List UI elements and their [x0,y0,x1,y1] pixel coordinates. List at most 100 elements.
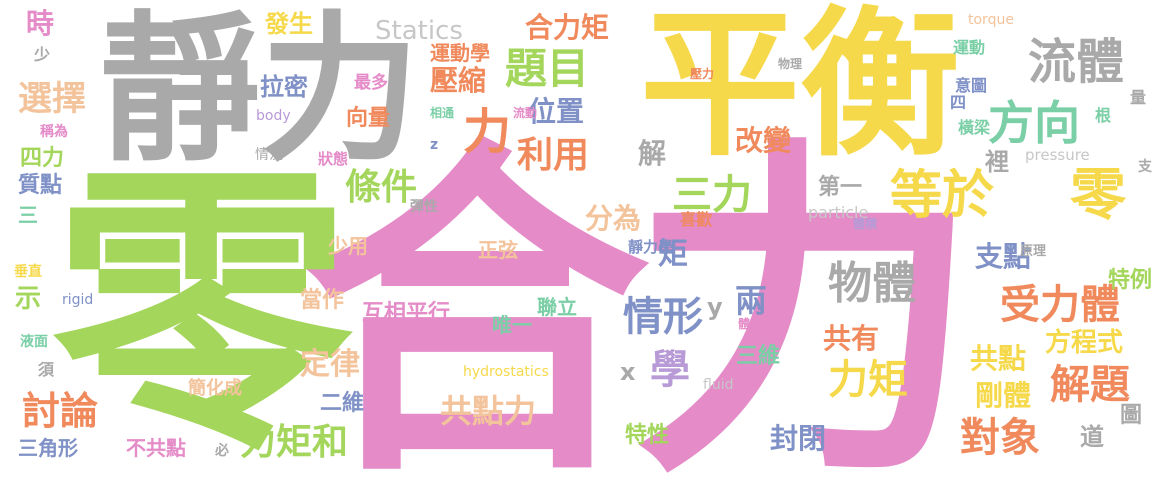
word: 利用 [517,135,590,176]
word: 當作 [300,288,345,313]
word: 根 [1095,106,1112,125]
word: 討論 [22,389,99,433]
word: particle [808,203,869,222]
word: 四 [950,93,967,112]
word: 情況 [255,147,283,163]
word: 向量 [346,106,391,131]
word: 合力矩 [525,11,610,44]
word: 橫梁 [958,118,991,137]
word: 情形 [623,294,703,340]
word: 簡化成 [188,378,242,399]
word: 等於 [890,166,995,226]
word: 二維 [320,391,365,416]
word: y [707,293,723,321]
word: 靜力 [100,0,421,183]
word: 圖 [1120,403,1143,428]
word: 少 [34,45,51,64]
word: 靜力學 [628,238,674,256]
word: 互相平行 [362,301,451,326]
word: 改變 [735,124,792,157]
word: 零 [52,140,352,482]
word: 流體 [1028,34,1125,90]
word: 分為 [585,202,642,235]
word: 力 [463,104,512,160]
word: 三維 [736,344,781,369]
word: rigid [62,292,94,308]
word: 聯立 [537,295,577,319]
word: 原理 [1020,244,1047,259]
word: 解題 [1050,362,1130,408]
word: 平衡 [640,0,961,178]
word: 喜歡 [680,210,713,229]
word: 對象 [960,415,1040,461]
word: 三 [18,203,38,227]
word: 最多 [354,73,388,93]
word: 壓縮 [430,64,487,97]
word: 合力 [300,111,980,482]
word: 意圖 [955,76,988,95]
word: 必 [215,443,229,459]
word: 裡 [985,148,1009,176]
word: fluid [703,377,734,393]
word: 力矩和 [240,422,349,463]
word: 選擇 [18,79,86,119]
word: 第一 [818,175,863,200]
word: 封閉 [770,422,827,455]
word: 兩 [735,282,768,320]
word: 共有 [823,322,880,355]
word: 學 [650,347,690,393]
word: 三角形 [18,436,78,460]
word: 拉密 [260,73,308,101]
word: 運動 [953,38,986,57]
word: x [620,358,636,386]
word: 不共點 [126,436,186,460]
word: 稱為 [40,124,68,140]
word: hydrostatics [463,364,549,380]
word: 流動 [513,106,538,120]
word: 題目 [505,44,590,93]
word: 道 [1080,423,1104,451]
word: 方程式 [1045,328,1124,358]
word: 力矩 [828,357,908,403]
word: 時 [26,7,55,40]
word: 支 [1138,159,1152,175]
word: 零 [1070,163,1126,228]
word: 體當 [738,317,763,331]
word: 彈性 [410,199,438,215]
word: body [256,108,291,124]
word: 物體 [828,258,916,309]
word: 物理 [778,57,803,71]
word: 剛體 [975,379,1032,412]
word: 定律 [300,347,360,382]
word: 特例 [1108,268,1153,293]
word: 須 [38,360,55,379]
word: 垂直 [14,264,42,280]
word: Statics [375,16,463,46]
word: 運動學 [430,41,490,65]
word: 狀態 [318,150,349,168]
word: 特性 [625,423,670,448]
word: 正弦 [478,238,518,262]
word: 壓力 [690,67,715,81]
word: 質點 [18,173,63,198]
word: 量 [1130,88,1147,107]
word: 示 [15,284,42,314]
word: 液面 [20,334,48,350]
word: 發生 [265,10,313,38]
word: 受力體 [1000,282,1120,328]
word: 共點 [970,342,1027,375]
word: 相通 [430,106,455,120]
word: z [430,137,439,153]
word: pressure [1025,146,1090,164]
word: 三力 [672,172,752,218]
word: 支點 [975,240,1032,273]
word: 方向 [988,96,1080,150]
word: 唯一 [492,313,532,337]
word: 少用 [328,234,368,258]
word: 四力 [20,146,65,171]
word: 矩 [658,237,688,272]
word: 條件 [345,167,418,208]
word: torque [968,12,1014,28]
word: 解 [638,137,667,170]
